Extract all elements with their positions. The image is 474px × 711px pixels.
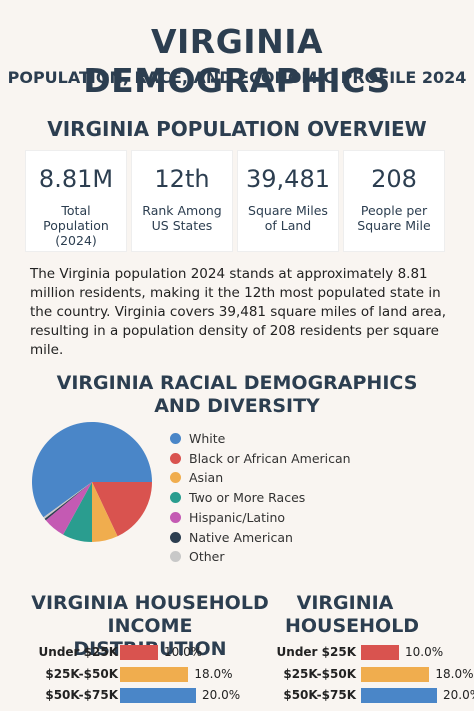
legend-label: Asian [189, 470, 224, 486]
legend-label: Other [189, 549, 225, 565]
bar-label: Under $25K [38, 645, 118, 659]
stat-value: 208 [371, 165, 417, 193]
legend-swatch [170, 531, 181, 543]
legend-entry: Black or African American [170, 451, 351, 466]
legend-entry: Hispanic/Latino [170, 510, 285, 525]
pie-slice [63, 482, 92, 542]
legend-label: Hispanic/Latino [189, 509, 286, 525]
legend-label: White [189, 431, 226, 446]
page-title: VIRGINIA DEMOGRAPHICS [83, 22, 391, 100]
stat-value: 8.81M [38, 165, 114, 193]
legend-label: Black or African American [189, 450, 351, 466]
value-label: 10.0% [405, 645, 444, 659]
bar [361, 666, 430, 682]
legend-entry: Asian [170, 470, 223, 485]
stat-label: Total Population (2024) [43, 203, 109, 248]
chart-title: VIRGINIA HOUSEHOLD INCOME DISTRIBUTION [31, 592, 269, 660]
paragraph: The Virginia population 2024 stands at a… [30, 266, 447, 358]
bar-label: $50K-$75K [283, 688, 356, 702]
legend-swatch [170, 492, 181, 504]
value-label: 18.0% [194, 666, 233, 681]
legend-entry: Native American [170, 530, 293, 545]
pie-slice [92, 482, 118, 542]
legend-entry: Two or More Races [170, 490, 305, 505]
legend-swatch [170, 511, 181, 523]
value-label: 20.0% [202, 688, 241, 702]
bar-label: $25K-$50K [283, 666, 356, 681]
stat-label: People per Square Mile [357, 203, 431, 233]
legend-label: Two or More Races [189, 490, 306, 506]
stat-value: 39,481 [246, 165, 330, 193]
pie-chart [32, 422, 152, 542]
stat-value: 12th [154, 165, 210, 193]
pie-slice [45, 482, 92, 535]
bar [120, 666, 189, 682]
pie-slice [43, 482, 92, 519]
stat-label: Square Miles of Land [248, 203, 328, 233]
bar-label: Under $25K [276, 645, 356, 659]
stat-card: 208 People per Square Mile [343, 150, 445, 252]
bar [120, 688, 196, 703]
section-heading: VIRGINIA POPULATION OVERVIEW [47, 117, 427, 141]
page-subtitle: POPULATION, RACE, AND ECONOMIC PROFILE 2… [7, 68, 467, 87]
bar [361, 688, 437, 703]
chart-title: VIRGINIA HOUSEHOLD [285, 592, 420, 637]
pie-slice [44, 482, 92, 521]
bar-label: $50K-$75K [45, 688, 118, 702]
stat-card: 12th Rank Among US States [131, 150, 233, 252]
legend-entry: White [170, 431, 225, 446]
pie-slice [92, 482, 152, 537]
chart-title: VIRGINIA RACIAL DEMOGRAPHICS AND DIVERSI… [56, 372, 418, 417]
value-label: 20.0% [443, 688, 474, 702]
legend-swatch [170, 472, 181, 484]
bar-label: $25K-$50K [45, 666, 118, 681]
legend-swatch [170, 433, 181, 444]
legend-swatch [170, 452, 181, 464]
legend-label: Native American [189, 529, 293, 545]
stat-label: Rank Among US States [142, 203, 222, 233]
stat-card: 39,481 Square Miles of Land [237, 150, 339, 252]
legend-swatch [170, 551, 181, 563]
stat-card: 8.81M Total Population (2024) [25, 150, 127, 252]
value-label: 18.0% [435, 666, 474, 681]
value-label: 10.0% [164, 645, 203, 659]
legend-entry: Other [170, 549, 225, 564]
bar [361, 645, 399, 660]
bar [120, 645, 158, 660]
pie-slice [32, 422, 152, 518]
